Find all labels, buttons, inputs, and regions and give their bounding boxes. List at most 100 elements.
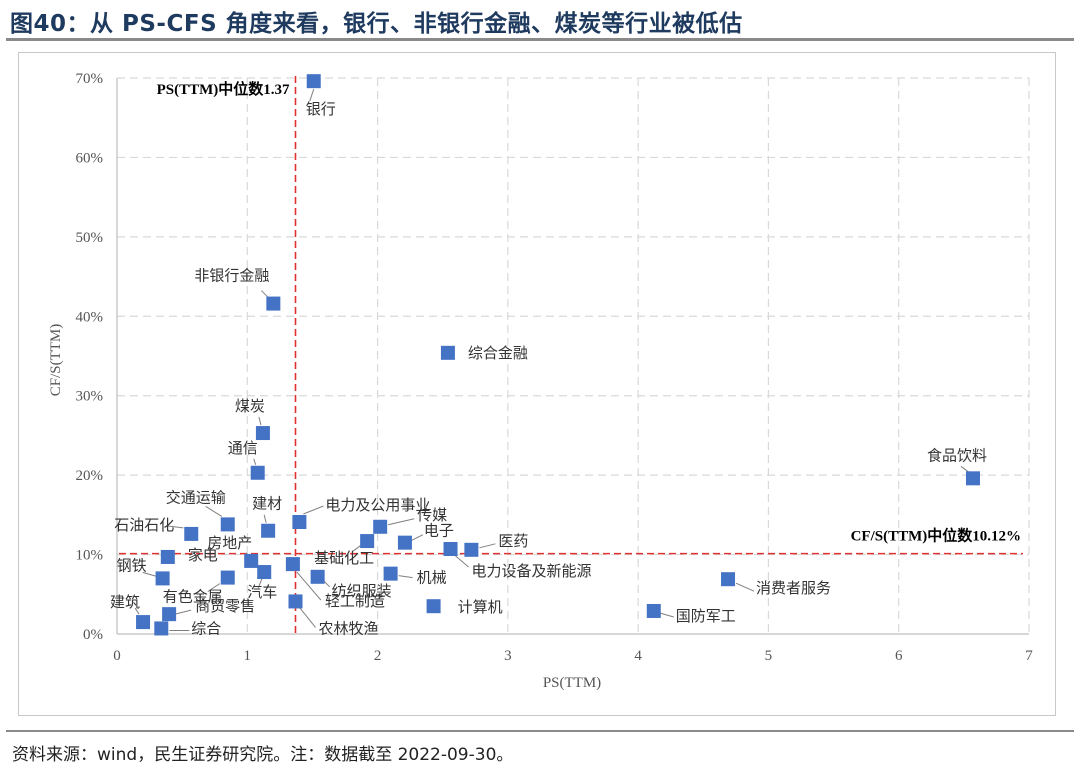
data-point-2 xyxy=(440,345,455,360)
data-point-26 xyxy=(162,607,177,622)
x-tick-label: 3 xyxy=(504,648,512,664)
leader-line xyxy=(134,607,140,615)
data-point-28 xyxy=(288,594,303,609)
data-label: 机械 xyxy=(417,569,447,587)
data-point-13 xyxy=(464,542,479,557)
data-point-27 xyxy=(136,615,151,630)
leader-line xyxy=(174,609,192,615)
data-point-5 xyxy=(965,471,980,486)
x-tick-label: 7 xyxy=(1025,648,1033,664)
data-point-21 xyxy=(383,566,398,581)
leader-line xyxy=(659,612,674,618)
tick-labels: 0% 10% 20% 30% 40% 50% 60% 70% 0 1 2 3 4 5 6 7 xyxy=(76,71,1034,664)
data-label: 汽车 xyxy=(247,583,277,601)
data-label: 纺织服装 xyxy=(332,582,392,600)
axes xyxy=(116,78,1029,635)
median-y-label: CF/S(TTM)中位数10.12% xyxy=(851,527,1021,545)
y-tick-label: 40% xyxy=(76,309,104,325)
x-tick-label: 1 xyxy=(244,648,252,664)
leader-line xyxy=(263,514,267,523)
data-point-3 xyxy=(255,426,270,441)
title-divider xyxy=(6,38,1074,41)
data-label: 通信 xyxy=(228,439,258,457)
data-label: 房地产 xyxy=(207,534,252,552)
data-point-17 xyxy=(155,571,170,586)
data-label: 基础化工 xyxy=(314,549,374,567)
data-point-19 xyxy=(257,565,272,580)
footer-divider xyxy=(6,730,1074,732)
leader-line xyxy=(142,571,157,577)
data-label: 电力设备及新能源 xyxy=(472,562,592,580)
data-label: 家电 xyxy=(188,546,218,564)
data-point-11 xyxy=(397,535,412,550)
data-label: 国防军工 xyxy=(676,607,736,625)
data-point-1 xyxy=(266,296,281,311)
data-point-6 xyxy=(220,517,235,532)
data-point-0 xyxy=(306,74,321,89)
x-tick-label: 5 xyxy=(765,648,773,664)
data-label: 医药 xyxy=(498,532,528,550)
data-point-23 xyxy=(721,572,736,587)
leader-line xyxy=(303,505,324,515)
data-label: 食品饮料 xyxy=(927,446,987,464)
leader-line xyxy=(167,525,184,529)
data-point-25 xyxy=(646,603,661,618)
chart-frame xyxy=(18,52,1056,716)
data-label: 综合金融 xyxy=(468,344,528,362)
data-label: 商贸零售 xyxy=(195,597,255,615)
y-tick-label: 30% xyxy=(76,389,104,405)
data-point-14 xyxy=(443,542,458,557)
data-point-24 xyxy=(426,599,441,614)
leader-line xyxy=(352,544,362,552)
leader-line xyxy=(309,89,315,102)
data-label: 银行 xyxy=(306,100,336,118)
data-label: 有色金属 xyxy=(163,588,223,606)
data-label: 煤炭 xyxy=(235,397,265,415)
data-point-20 xyxy=(310,569,325,584)
data-point-7 xyxy=(261,523,276,538)
x-axis-label: PS(TTM) xyxy=(543,675,601,691)
data-label: 消费者服务 xyxy=(756,579,831,597)
data-label: 轻工制造 xyxy=(325,592,385,610)
leader-line xyxy=(257,577,263,589)
data-point-18 xyxy=(220,570,235,585)
data-label: 交通运输 xyxy=(166,488,226,506)
x-tick-label: 4 xyxy=(634,648,642,664)
data-label: 石油石化 xyxy=(114,516,174,534)
leader-lines xyxy=(134,89,970,631)
y-tick-label: 70% xyxy=(76,71,104,87)
data-point-16 xyxy=(160,549,175,564)
data-point-9 xyxy=(184,526,199,541)
data-label: 建筑 xyxy=(110,593,140,611)
data-label: 钢铁 xyxy=(117,556,147,574)
data-label: 传媒 xyxy=(417,506,447,524)
y-axis-label: CF/S(TTM) xyxy=(48,324,64,397)
leader-line xyxy=(398,575,413,579)
data-point-10 xyxy=(373,519,388,534)
leader-line xyxy=(253,458,257,465)
data-label: 农林牧渔 xyxy=(318,619,378,637)
data-label: 电力及公用事业 xyxy=(325,496,430,514)
source-note: 资料来源：wind，民生证券研究院。注：数据截至 2022-09-30。 xyxy=(12,745,514,765)
leader-line xyxy=(258,416,262,426)
data-point-4 xyxy=(250,465,265,480)
y-tick-label: 50% xyxy=(76,230,104,246)
y-tick-label: 60% xyxy=(76,150,104,166)
data-label: 计算机 xyxy=(458,598,503,616)
y-tick-label: 10% xyxy=(76,548,104,564)
x-tick-label: 0 xyxy=(113,648,121,664)
y-tick-label: 20% xyxy=(76,468,104,484)
leader-line xyxy=(454,554,469,568)
median-lines: PS(TTM)中位数1.37 CF/S(TTM)中位数10.12% xyxy=(119,76,1023,634)
data-point-29 xyxy=(154,621,169,636)
data-label: 电子 xyxy=(424,522,454,540)
leader-line xyxy=(207,583,221,593)
data-point-8 xyxy=(292,515,307,530)
data-point-12 xyxy=(360,534,375,549)
leader-line xyxy=(479,543,496,549)
data-label: 综合 xyxy=(191,619,221,637)
leader-line xyxy=(205,505,223,517)
y-tick-label: 0% xyxy=(83,627,103,643)
